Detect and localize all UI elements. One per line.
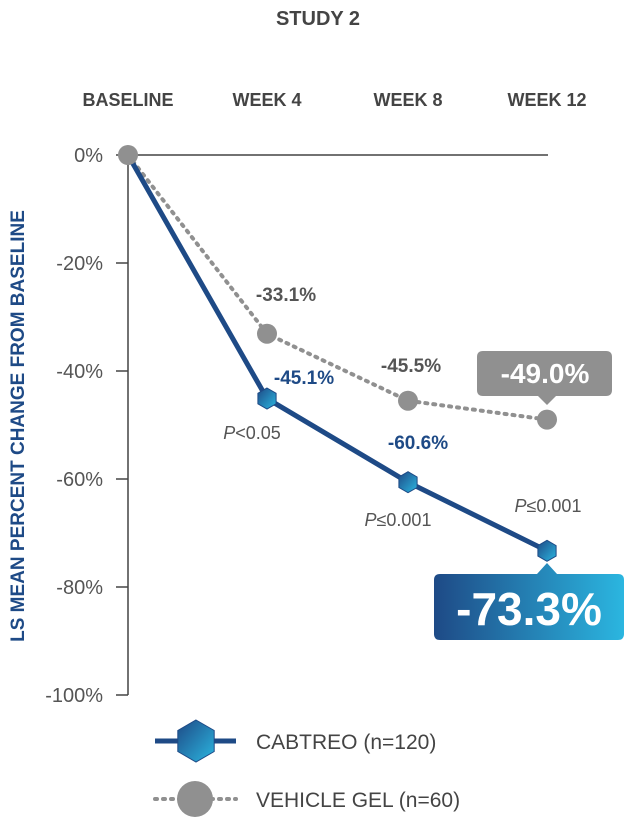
y-tick-label: -20%	[56, 253, 103, 275]
vehicle-data-label: -33.1%	[256, 285, 316, 306]
series-layer	[118, 145, 557, 562]
p-value-label: P≤0.001	[365, 510, 432, 530]
vehicle-gel-point	[257, 323, 277, 344]
legend-vehicle-label: VEHICLE GEL (n=60)	[256, 789, 460, 812]
y-axis: 0% -20% -40% -60% -80% -100%	[45, 145, 548, 707]
legend-cabtreo-label: CABTREO (n=120)	[256, 731, 436, 754]
vehicle-data-label: -45.5%	[381, 356, 441, 377]
vehicle-gel-point	[537, 409, 557, 430]
vehicle-callout-label: -49.0%	[501, 358, 590, 389]
vehicle-gel-line	[126, 153, 549, 422]
baseline-point	[118, 145, 138, 165]
p-value-label: P<0.05	[223, 423, 281, 443]
y-tick-label: -100%	[45, 685, 103, 707]
chart-title: STUDY 2	[276, 8, 360, 30]
y-tick-label: -80%	[56, 577, 103, 599]
vehicle-gel-point	[398, 390, 418, 411]
cabtreo-data-label: -45.1%	[274, 368, 334, 389]
y-tick-label: -40%	[56, 361, 103, 383]
x-tick-label: WEEK 8	[373, 90, 442, 110]
y-tick-label: 0%	[74, 145, 103, 167]
p-value-label: P≤0.001	[515, 496, 582, 516]
vehicle-callout-box	[477, 351, 612, 405]
legend: CABTREO (n=120) VEHICLE GEL (n=60)	[153, 719, 460, 817]
annotation-layer: -33.1% -45.5% -49.0% -45.1% -60.6% -73.3% P<0.…	[223, 285, 624, 640]
cabtreo-data-label: -60.6%	[388, 433, 448, 454]
cabtreo-point	[398, 471, 418, 494]
legend-cabtreo-marker	[177, 719, 215, 763]
x-tick-label: BASELINE	[82, 90, 173, 110]
y-tick-label: -60%	[56, 469, 103, 491]
cabtreo-point	[537, 539, 557, 562]
x-axis-labels: BASELINE WEEK 4 WEEK 8 WEEK 12	[82, 90, 586, 110]
cabtreo-callout-label: -73.3%	[456, 583, 602, 635]
cabtreo-callout-box	[434, 563, 624, 640]
x-tick-label: WEEK 4	[232, 90, 301, 110]
y-axis-title: LS MEAN PERCENT CHANGE FROM BASELINE	[8, 210, 29, 642]
cabtreo-point	[257, 387, 277, 410]
cabtreo-line	[125, 153, 549, 554]
x-tick-label: WEEK 12	[507, 90, 586, 110]
legend-vehicle-marker	[177, 781, 213, 817]
